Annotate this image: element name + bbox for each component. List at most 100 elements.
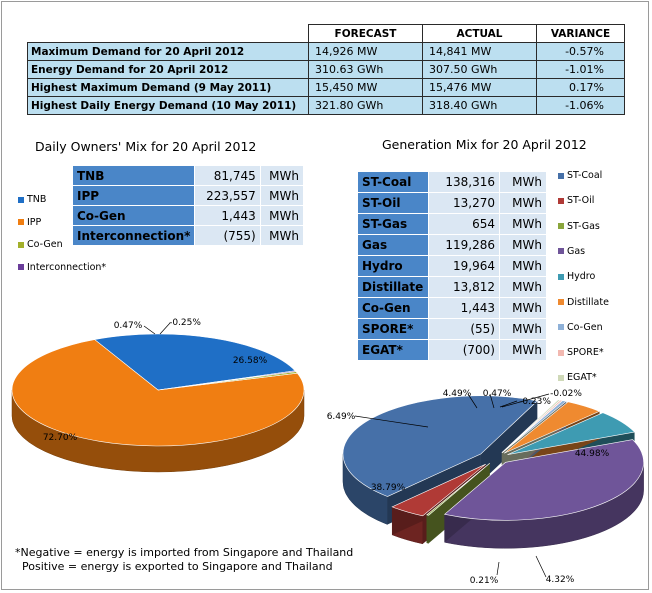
table-row: Interconnection* (755) MWh [71,225,305,246]
value-cell: 119,286 [428,234,500,256]
table-row: IPP 223,557 MWh [71,185,305,206]
table-row: Maximum Demand for 20 April 2012 14,926 … [27,42,625,61]
legend-swatch [558,172,564,179]
unit-cell: MWh [498,192,548,214]
legend-label: ST-Gas [567,220,600,232]
owners-mix-title: Daily Owners' Mix for 20 April 2012 [35,139,257,154]
legend-item: SPORE* [558,347,604,358]
legend-item: TNB [18,194,46,205]
header-forecast: FORECAST [308,24,423,43]
legend-item: ST-Gas [558,221,600,232]
legend-swatch [558,299,564,305]
leader-line [489,393,495,409]
legend-item: ST-Oil [558,195,594,206]
forecast-cell: 14,926 MW [308,42,423,61]
source-cell: Hydro [357,255,429,277]
variance-cell: -1.01% [536,60,625,79]
legend-label: Gas [567,245,586,257]
generation-mix-title: Generation Mix for 20 April 2012 [382,137,587,152]
legend-label: TNB [27,194,47,205]
data-label: 0.47% [483,389,512,399]
table-row: ST-Coal 138,316 MWh [357,171,548,193]
leader-line [499,400,518,408]
legend-item: EGAT* [558,372,597,383]
legend-swatch [558,273,564,280]
actual-cell: 15,476 MW [422,78,537,97]
legend-label: SPORE* [567,347,604,359]
variance-cell: 0.17% [536,78,625,97]
pie-slice-gas [443,439,644,521]
data-label: 44.98% [575,449,610,459]
actual-cell: 14,841 MW [422,42,537,61]
generation-mix-table: ST-Coal 138,316 MWh ST-Oil 13,270 MWh ST-Gas… [357,171,548,361]
pie-slice-st-oil [391,463,486,517]
row-label: Maximum Demand for 20 April 2012 [27,42,309,61]
source-cell: Interconnection* [71,225,196,246]
legend-swatch [558,197,564,204]
legend-label: IPP [27,216,42,228]
legend-label: ST-Coal [567,170,603,181]
variance-cell: -1.06% [536,96,625,115]
value-cell: 1,443 [428,297,500,319]
source-cell: IPP [71,185,196,206]
table-row: Gas 119,286 MWh [357,234,548,256]
data-label: -0.25% [169,318,201,328]
leader-line [535,555,547,578]
header-variance: VARIANCE [536,24,625,43]
blank-header-cell [27,24,309,43]
legend-swatch [18,241,24,248]
data-label: -0.23% [519,397,551,407]
pie-slice-interconnection [157,370,297,391]
demand-summary-table: FORECAST ACTUAL VARIANCE Maximum Demand … [27,24,625,115]
unit-cell: MWh [259,165,305,186]
unit-cell: MWh [498,213,548,235]
footnote-line-1: *Negative = energy is imported from Sing… [15,546,354,559]
legend-item: IPP [18,217,41,228]
pie-slice-egat [501,399,561,453]
table-row: Distillate 13,812 MWh [357,276,548,298]
value-cell: 654 [428,213,500,235]
legend-item: Gas [558,246,585,257]
unit-cell: MWh [259,225,305,246]
unit-cell: MWh [498,339,548,361]
actual-cell: 318.40 GWh [422,96,537,115]
data-label: 38.79% [371,483,406,493]
value-cell: 13,812 [428,276,500,298]
source-cell: EGAT* [357,339,429,361]
source-cell: SPORE* [357,318,429,340]
legend-item: Co-Gen [558,322,603,333]
legend-swatch [18,219,24,225]
unit-cell: MWh [498,297,548,319]
legend-label: EGAT* [567,372,597,384]
table-row: Co-Gen 1,443 MWh [71,205,305,226]
legend-swatch [18,264,24,270]
source-cell: ST-Gas [357,213,429,235]
table-row: Co-Gen 1,443 MWh [357,297,548,319]
pie-slice-wall [480,400,538,482]
table-row: ST-Gas 654 MWh [357,213,548,235]
table-row: SPORE* (55) MWh [357,318,548,340]
data-label: 26.58% [233,356,268,366]
legend-swatch [18,196,24,203]
table-row: Energy Demand for 20 April 2012 310.63 G… [27,60,625,79]
table-header-row: FORECAST ACTUAL VARIANCE [27,24,625,43]
row-label: Highest Maximum Demand (9 May 2011) [27,78,309,97]
value-cell: 223,557 [194,185,261,206]
data-label: 6.49% [327,412,356,422]
legend-label: Co-Gen [27,239,63,250]
data-label: 0.47% [114,321,143,331]
data-label: 4.49% [443,389,472,399]
legend-label: Interconnection* [27,261,107,273]
pie-slice-tnb [93,333,296,391]
legend-swatch [558,374,564,381]
legend-swatch [558,349,564,356]
table-row: Highest Daily Energy Demand (10 May 2011… [27,96,625,115]
unit-cell: MWh [498,171,548,193]
forecast-cell: 321.80 GWh [308,96,423,115]
data-label: 4.32% [546,575,575,585]
footnote: *Negative = energy is imported from Sing… [15,546,353,574]
leader-line [354,415,429,428]
table-row: EGAT* (700) MWh [357,339,548,361]
legend-item: ST-Coal [558,170,602,181]
